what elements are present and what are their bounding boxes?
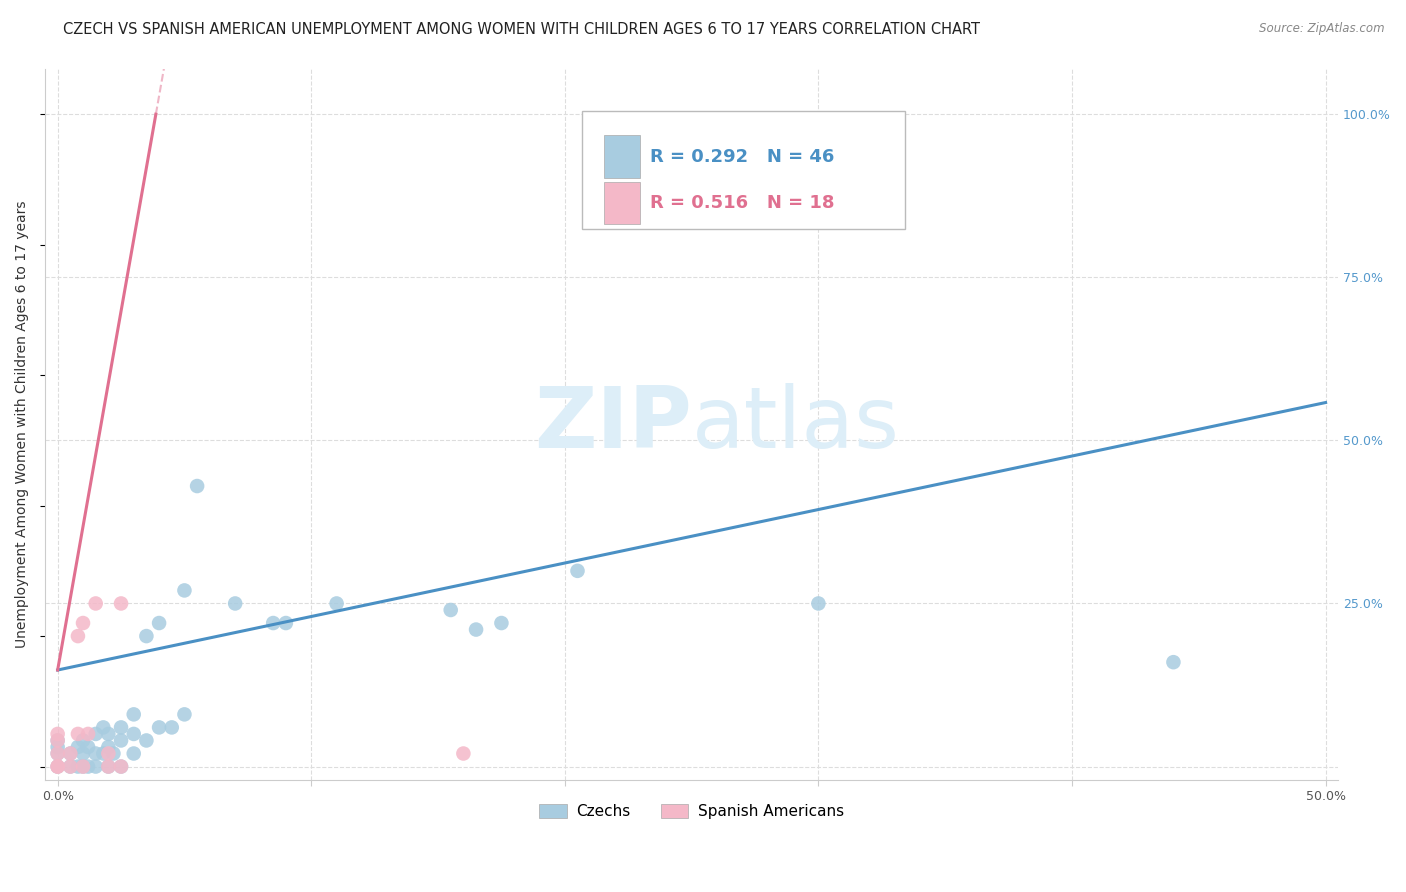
Text: R = 0.516   N = 18: R = 0.516 N = 18 bbox=[650, 194, 835, 212]
Point bbox=[465, 623, 488, 637]
Point bbox=[72, 615, 94, 630]
Point bbox=[325, 597, 347, 611]
Point bbox=[224, 597, 246, 611]
Point bbox=[72, 733, 94, 747]
Legend: Czechs, Spanish Americans: Czechs, Spanish Americans bbox=[533, 798, 849, 825]
Point bbox=[91, 747, 114, 761]
Text: Source: ZipAtlas.com: Source: ZipAtlas.com bbox=[1260, 22, 1385, 36]
Point bbox=[59, 747, 82, 761]
Point bbox=[46, 733, 69, 747]
Point bbox=[1163, 655, 1185, 669]
Text: CZECH VS SPANISH AMERICAN UNEMPLOYMENT AMONG WOMEN WITH CHILDREN AGES 6 TO 17 YE: CZECH VS SPANISH AMERICAN UNEMPLOYMENT A… bbox=[63, 22, 980, 37]
Text: atlas: atlas bbox=[692, 383, 900, 466]
Point bbox=[122, 727, 145, 741]
Point bbox=[173, 583, 195, 598]
Point bbox=[46, 739, 69, 754]
FancyBboxPatch shape bbox=[582, 112, 905, 228]
Point bbox=[84, 747, 107, 761]
Point bbox=[97, 739, 120, 754]
Point bbox=[440, 603, 463, 617]
Point bbox=[46, 733, 69, 747]
Point bbox=[97, 727, 120, 741]
Point bbox=[84, 759, 107, 773]
Point bbox=[77, 759, 100, 773]
Point bbox=[72, 759, 94, 773]
Point bbox=[97, 759, 120, 773]
Point bbox=[72, 759, 94, 773]
Point bbox=[84, 597, 107, 611]
Point bbox=[66, 739, 89, 754]
Point bbox=[807, 597, 830, 611]
Point bbox=[46, 747, 69, 761]
Point bbox=[122, 707, 145, 722]
Point bbox=[46, 759, 69, 773]
Point bbox=[97, 759, 120, 773]
Point bbox=[59, 759, 82, 773]
Point bbox=[186, 479, 208, 493]
Point bbox=[84, 727, 107, 741]
Text: ZIP: ZIP bbox=[534, 383, 692, 466]
Text: R = 0.292   N = 46: R = 0.292 N = 46 bbox=[650, 147, 835, 166]
Point bbox=[46, 759, 69, 773]
Point bbox=[59, 747, 82, 761]
FancyBboxPatch shape bbox=[603, 182, 640, 224]
Point bbox=[148, 720, 170, 734]
Point bbox=[59, 759, 82, 773]
Point bbox=[77, 739, 100, 754]
Point bbox=[110, 597, 132, 611]
Point bbox=[262, 615, 284, 630]
Point bbox=[66, 727, 89, 741]
Point bbox=[160, 720, 183, 734]
Point bbox=[97, 747, 120, 761]
Point bbox=[110, 759, 132, 773]
Point bbox=[110, 720, 132, 734]
Point bbox=[135, 733, 157, 747]
Point bbox=[122, 747, 145, 761]
Point bbox=[148, 615, 170, 630]
Point bbox=[453, 747, 475, 761]
Point bbox=[46, 727, 69, 741]
Point bbox=[135, 629, 157, 643]
Point bbox=[274, 615, 297, 630]
Point bbox=[46, 759, 69, 773]
Point bbox=[66, 629, 89, 643]
Point bbox=[173, 707, 195, 722]
FancyBboxPatch shape bbox=[603, 136, 640, 178]
Point bbox=[46, 747, 69, 761]
Y-axis label: Unemployment Among Women with Children Ages 6 to 17 years: Unemployment Among Women with Children A… bbox=[15, 201, 30, 648]
Point bbox=[72, 747, 94, 761]
Point bbox=[110, 759, 132, 773]
Point bbox=[567, 564, 589, 578]
Point bbox=[77, 727, 100, 741]
Point bbox=[103, 747, 125, 761]
Point bbox=[66, 759, 89, 773]
Point bbox=[491, 615, 513, 630]
Point bbox=[91, 720, 114, 734]
Point bbox=[110, 733, 132, 747]
